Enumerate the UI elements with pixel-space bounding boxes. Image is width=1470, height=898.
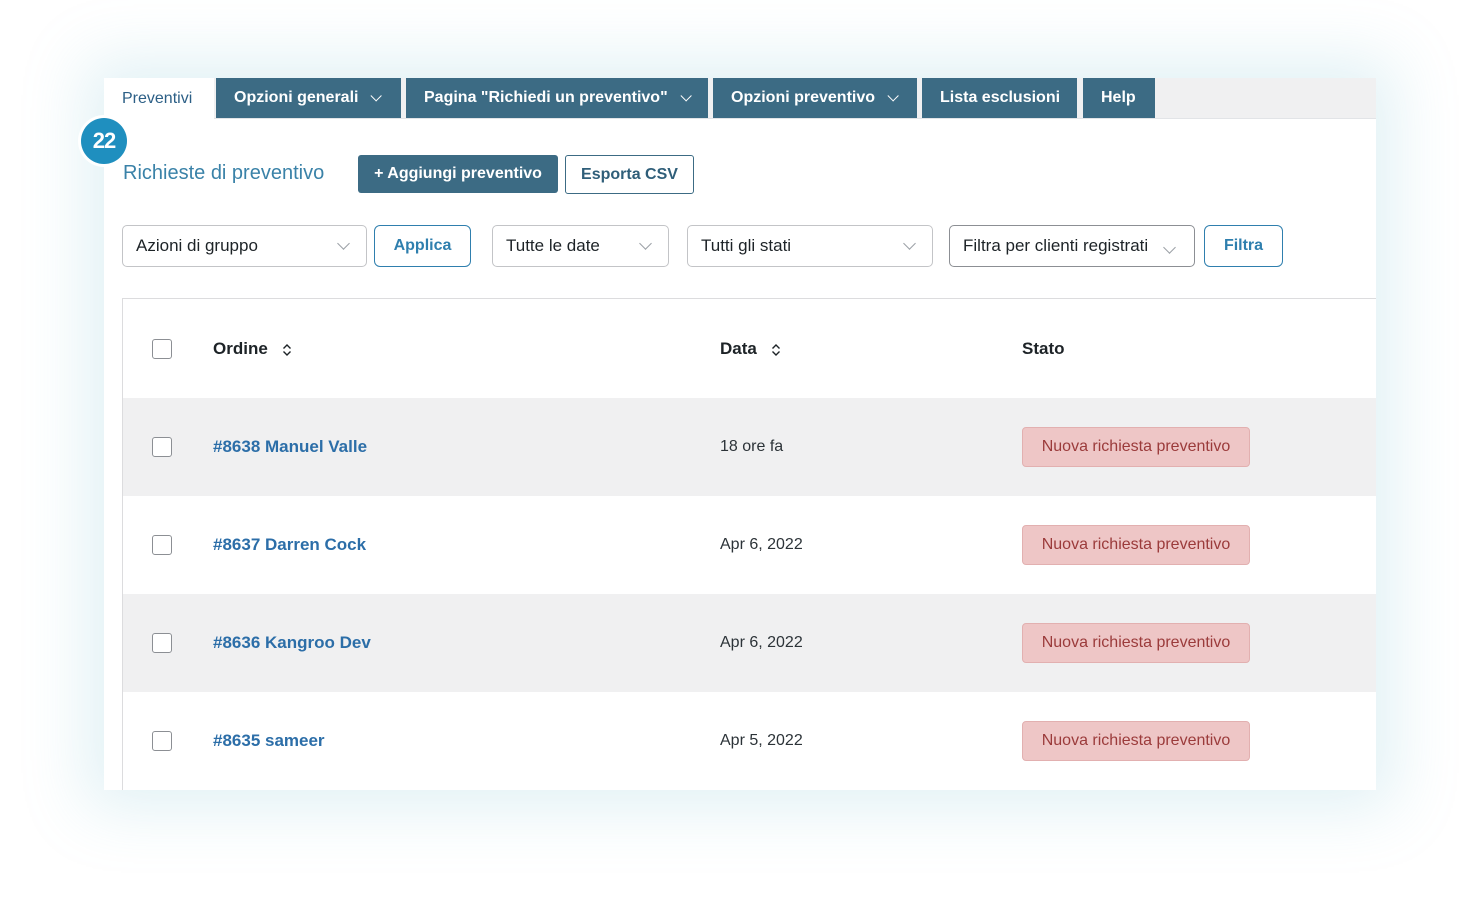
bulk-actions-select[interactable]: Azioni di gruppo <box>122 225 367 267</box>
export-csv-button[interactable]: Esporta CSV <box>565 155 694 194</box>
tab-label: Preventivi <box>122 89 193 107</box>
tab-opzioni-generali[interactable]: Opzioni generali <box>216 78 401 118</box>
tab-pagina-richiedi-preventivo[interactable]: Pagina "Richiedi un preventivo" <box>406 78 708 118</box>
row-checkbox[interactable] <box>152 437 172 457</box>
order-link[interactable]: #8636 Kangroo Dev <box>213 633 371 652</box>
order-link[interactable]: #8637 Darren Cock <box>213 535 367 554</box>
order-date: Apr 5, 2022 <box>720 732 803 749</box>
registered-customers-select[interactable]: Filtra per clienti registrati <box>949 225 1195 267</box>
column-header-date[interactable]: Data <box>720 339 781 359</box>
order-date: Apr 6, 2022 <box>720 634 803 651</box>
column-label: Ordine <box>213 339 268 358</box>
registered-customers-value: Filtra per clienti registrati <box>963 236 1149 255</box>
date-filter-select[interactable]: Tutte le date <box>492 225 669 267</box>
column-header-status: Stato <box>1022 339 1065 358</box>
order-date: Apr 6, 2022 <box>720 536 803 553</box>
tab-lista-esclusioni[interactable]: Lista esclusioni <box>922 78 1077 118</box>
order-date: 18 ore fa <box>720 438 784 455</box>
date-filter-value: Tutte le date <box>506 236 600 255</box>
tab-label: Opzioni preventivo <box>731 89 876 106</box>
column-header-order[interactable]: Ordine <box>213 339 292 359</box>
tab-label: Opzioni generali <box>234 89 359 106</box>
step-number-badge: 22 <box>81 118 127 164</box>
select-all-checkbox[interactable] <box>152 339 172 359</box>
tab-help[interactable]: Help <box>1083 78 1155 118</box>
order-link[interactable]: #8638 Manuel Valle <box>213 437 368 456</box>
filter-button[interactable]: Filtra <box>1204 225 1283 267</box>
table-row: #8638 Manuel Valle 18 ore fa Nuova richi… <box>123 398 1376 496</box>
chevron-down-icon <box>639 237 652 250</box>
chevron-down-icon <box>370 90 383 102</box>
add-quote-button[interactable]: + Aggiungi preventivo <box>358 155 558 193</box>
tab-label: Pagina "Richiedi un preventivo" <box>424 89 668 106</box>
quotes-panel: Preventivi Opzioni generali Pagina "Rich… <box>104 78 1376 790</box>
status-badge: Nuova richiesta preventivo <box>1022 525 1250 565</box>
chevron-down-icon <box>337 237 350 250</box>
tab-preventivi[interactable]: Preventivi <box>104 78 214 119</box>
table-row: #8636 Kangroo Dev Apr 6, 2022 Nuova rich… <box>123 594 1376 692</box>
quotes-table: Ordine Data Stato #8638 Manuel Valle 18 … <box>122 298 1376 790</box>
table-header-row: Ordine Data Stato <box>123 299 1376 397</box>
tab-label: Help <box>1101 89 1136 106</box>
status-badge: Nuova richiesta preventivo <box>1022 427 1250 467</box>
chevron-down-icon <box>903 237 916 250</box>
tab-opzioni-preventivo[interactable]: Opzioni preventivo <box>713 78 917 118</box>
row-checkbox[interactable] <box>152 633 172 653</box>
tab-bar: Preventivi Opzioni generali Pagina "Rich… <box>104 78 1376 119</box>
status-filter-select[interactable]: Tutti gli stati <box>687 225 933 267</box>
sort-icon <box>771 343 780 356</box>
bulk-actions-value: Azioni di gruppo <box>136 236 258 255</box>
chevron-down-icon <box>680 90 692 102</box>
row-checkbox[interactable] <box>152 535 172 555</box>
page-title: Richieste di preventivo <box>123 162 325 184</box>
table-row: #8637 Darren Cock Apr 6, 2022 Nuova rich… <box>123 496 1376 594</box>
table-row: #8635 sameer Apr 5, 2022 Nuova richiesta… <box>123 692 1376 790</box>
status-filter-value: Tutti gli stati <box>701 236 792 255</box>
chevron-down-icon <box>887 90 899 102</box>
status-badge: Nuova richiesta preventivo <box>1022 721 1250 761</box>
apply-button[interactable]: Applica <box>374 225 471 267</box>
tab-label: Lista esclusioni <box>940 89 1061 106</box>
row-checkbox[interactable] <box>152 731 172 751</box>
order-link[interactable]: #8635 sameer <box>213 731 325 750</box>
sort-icon <box>282 343 291 356</box>
column-label: Data <box>720 339 757 358</box>
chevron-down-icon <box>1163 241 1176 254</box>
status-badge: Nuova richiesta preventivo <box>1022 623 1250 663</box>
